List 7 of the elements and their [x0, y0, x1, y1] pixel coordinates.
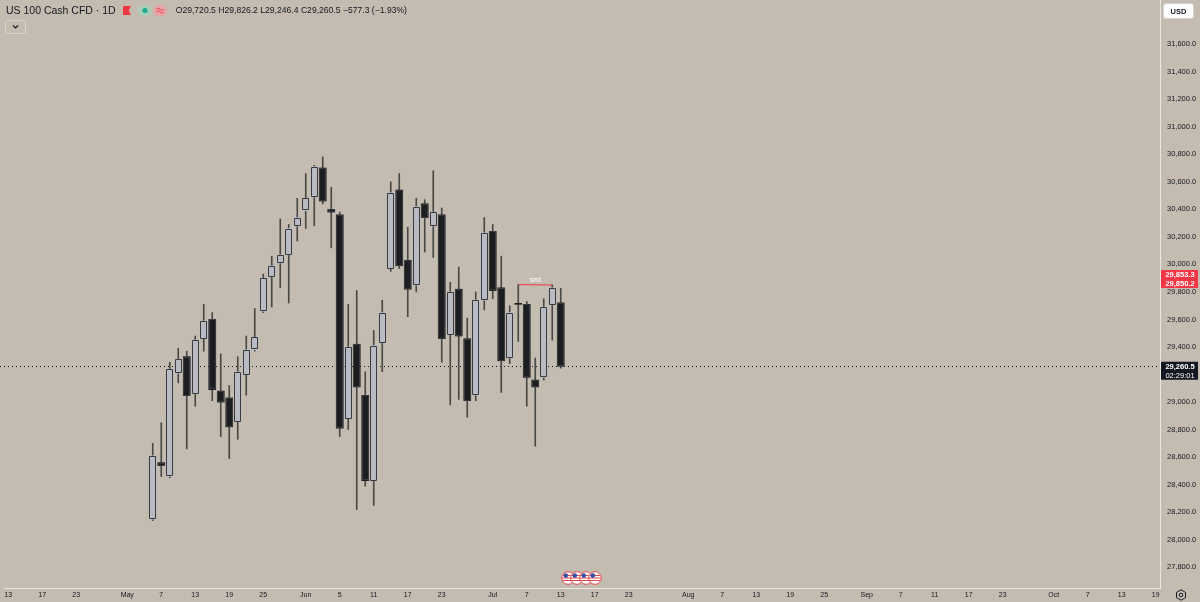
candlestick — [267, 255, 276, 308]
candlestick — [327, 186, 336, 249]
candlestick — [293, 197, 302, 242]
chart-title: US 100 Cash CFD · 1D — [6, 4, 116, 16]
candlestick — [514, 284, 523, 342]
text: O29,720.5 H29,826.2 L29,246.4 C29,260.5 −577.3 (−1.93%) — [175, 4, 407, 16]
candlestick — [301, 173, 310, 229]
